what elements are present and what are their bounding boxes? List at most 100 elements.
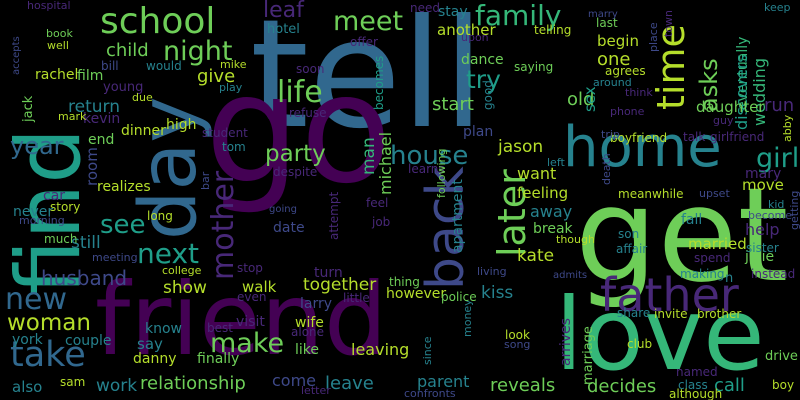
cloud-word-best: best [207, 321, 233, 335]
cloud-word-spend: spend [694, 251, 731, 265]
cloud-word-high: high [166, 117, 197, 133]
cloud-word-stop: stop [237, 261, 263, 275]
cloud-word-however: however [386, 286, 447, 302]
cloud-word-parent: parent [417, 372, 470, 391]
cloud-word-discovers: discovers [732, 54, 751, 130]
cloud-word-thing: thing [389, 275, 420, 289]
cloud-word-apartment: apartment [450, 179, 466, 253]
cloud-word-break: break [533, 221, 573, 237]
cloud-word-girl: girl [756, 143, 800, 174]
cloud-word-hotel: hotel [267, 22, 300, 37]
cloud-word-college: college [162, 264, 202, 277]
cloud-word-marriage: marriage [581, 326, 596, 385]
cloud-word-love: love [555, 276, 765, 393]
cloud-word-try: try [466, 65, 501, 94]
cloud-word-home: home [563, 115, 722, 180]
cloud-word-help: help [745, 220, 780, 239]
cloud-word-mark: mark [58, 110, 87, 123]
cloud-word-feeling: feeling [517, 184, 569, 202]
cloud-word-life: life [277, 75, 323, 110]
cloud-word-give: give [197, 66, 236, 87]
cloud-word-bill: bill [101, 59, 119, 73]
cloud-word-car: car [43, 188, 66, 204]
cloud-word-look: look [505, 328, 530, 342]
cloud-word-jack: jack [21, 95, 36, 122]
cloud-word-leave: leave [325, 373, 374, 394]
cloud-word-upset: upset [699, 187, 730, 200]
cloud-word-never: never [13, 204, 54, 220]
cloud-word-end: end [88, 132, 115, 148]
cloud-word-see: see [100, 210, 146, 240]
cloud-word-family: family [475, 0, 562, 32]
cloud-word-letter: letter [301, 384, 331, 397]
cloud-word-play: play [219, 81, 243, 94]
cloud-word-offer: offer [350, 35, 378, 49]
cloud-word-affair: affair [616, 242, 648, 256]
cloud-word-stay: stay [438, 4, 468, 20]
cloud-word-away: away [530, 202, 573, 221]
cloud-word-feel: feel [366, 196, 389, 210]
cloud-word-next: next [137, 237, 200, 270]
cloud-word-show: show [163, 278, 207, 298]
cloud-word-woman: woman [7, 310, 91, 336]
cloud-word-mike: mike [220, 58, 247, 71]
cloud-word-around: around [593, 76, 632, 89]
cloud-word-boyfriend: boyfriend [610, 131, 668, 145]
cloud-word-upon: upon [461, 31, 489, 44]
cloud-word-song: song [504, 338, 531, 351]
cloud-word-abby: abby [781, 114, 794, 142]
cloud-word-night: night [163, 36, 233, 67]
cloud-word-daughter: daughter [696, 98, 765, 116]
cloud-word-jason: jason [498, 137, 544, 157]
cloud-word-admits: admits [553, 270, 588, 281]
cloud-word-rachel: rachel [35, 67, 79, 83]
cloud-word-also: also [12, 378, 43, 396]
cloud-word-sister: sister [746, 241, 779, 255]
cloud-word-story: story [50, 200, 81, 214]
cloud-word-job: job [372, 215, 391, 229]
cloud-word-walk: walk [242, 278, 277, 296]
cloud-word-following: following [435, 148, 448, 198]
cloud-word-brother: brother [697, 307, 742, 321]
cloud-word-sex: sex [581, 86, 599, 112]
cloud-word-decides: decides [587, 376, 657, 397]
cloud-word-club: club [627, 337, 653, 351]
cloud-word-get: get [575, 159, 789, 311]
cloud-word-another: another [437, 21, 496, 39]
cloud-word-return: return [68, 97, 120, 117]
cloud-word-couple: couple [65, 333, 112, 349]
cloud-word-though: though [556, 233, 595, 246]
cloud-word-relationship: relationship [140, 373, 246, 394]
cloud-word-friend: friend [95, 261, 388, 378]
cloud-word-student: student [202, 126, 248, 140]
cloud-word-julie: julie [745, 249, 775, 265]
cloud-word-fall: fall [681, 212, 703, 228]
cloud-word-alone: alone [291, 325, 325, 339]
cloud-word-still: still [71, 233, 101, 253]
cloud-word-accepts: accepts [11, 36, 22, 75]
cloud-word-michael: michael [376, 131, 395, 195]
cloud-word-saying: saying [514, 60, 554, 74]
cloud-word-finally: finally [197, 351, 240, 367]
cloud-word-town: town [662, 9, 675, 37]
cloud-word-morning: morning [19, 214, 65, 227]
cloud-word-sam: sam [60, 375, 86, 389]
cloud-word-begin: begin [597, 32, 639, 50]
cloud-word-meanwhile: meanwhile [618, 187, 684, 201]
cloud-word-year: year [10, 132, 64, 160]
cloud-word-mother: mother [206, 170, 241, 280]
cloud-word-attempt: attempt [327, 191, 341, 240]
cloud-word-trip: trip [601, 128, 620, 141]
cloud-word-party: party [265, 141, 326, 167]
cloud-word-little: little [343, 291, 370, 305]
cloud-word-want: want [517, 164, 557, 183]
cloud-word-take: take [10, 335, 86, 375]
cloud-word-dance: dance [461, 52, 504, 68]
cloud-word-death: death [600, 153, 613, 185]
cloud-word-know: know [145, 321, 182, 337]
cloud-word-move: move [742, 176, 784, 194]
cloud-word-money: money [461, 299, 474, 337]
cloud-word-film: film [77, 68, 104, 84]
cloud-word-bar: bar [199, 171, 212, 190]
cloud-word-husband: husband [41, 266, 128, 290]
